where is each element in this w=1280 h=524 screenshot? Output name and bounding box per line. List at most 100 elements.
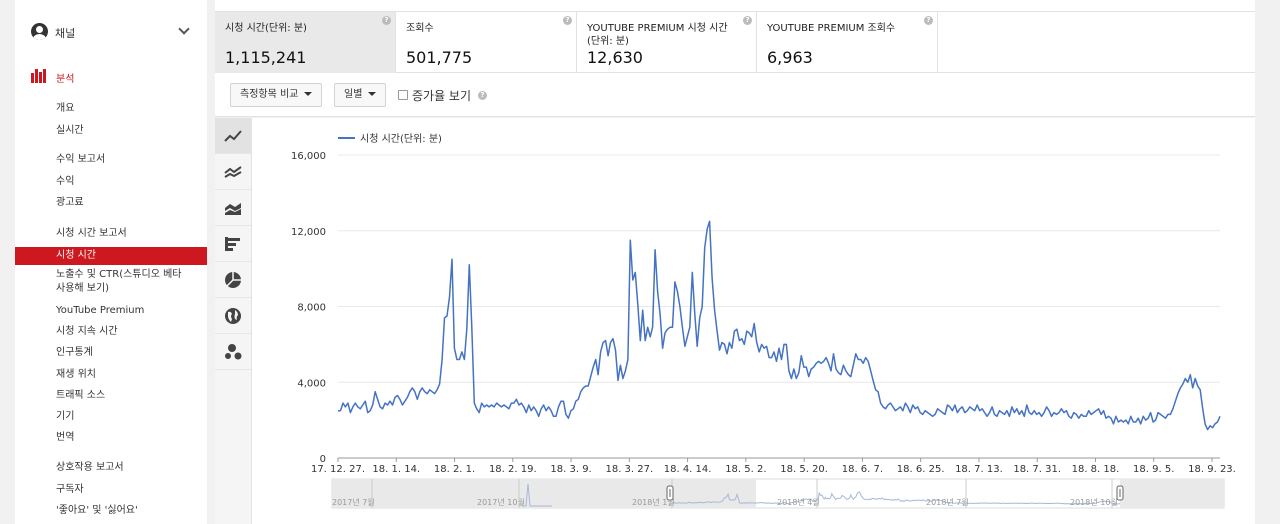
stacked-area-icon xyxy=(225,202,241,215)
sidebar-item[interactable]: 기기 xyxy=(56,411,75,422)
sidebar-item[interactable]: 광고료 xyxy=(56,197,84,208)
sidebar-item[interactable]: '좋아요' 및 '싫어요' xyxy=(56,505,138,516)
analytics-label: 분석 xyxy=(56,74,75,85)
x-tick-label: 18. 1. 14. xyxy=(372,464,420,475)
bubble-chart-button[interactable] xyxy=(215,334,251,370)
navigator-label: 2018년 10월 xyxy=(1070,497,1118,507)
sidebar-item[interactable]: 수익 xyxy=(56,176,75,187)
sidebar-item[interactable]: 시청 지속 시간 xyxy=(56,326,118,337)
x-tick-label: 18. 3. 9. xyxy=(550,464,591,475)
compare-metric-dropdown[interactable]: 측정항목 비교 xyxy=(230,83,323,107)
metric-premium-views[interactable]: YOUTUBE PREMIUM 조회수 6,963 ? xyxy=(757,12,938,73)
channel-menu[interactable]: 채널 xyxy=(15,20,207,44)
x-tick-label: 18. 5. 2. xyxy=(725,464,766,475)
navigator-mask-right xyxy=(1120,479,1224,508)
x-tick-label: 18. 8. 18. xyxy=(1072,464,1120,475)
metric-value: 6,963 xyxy=(767,48,813,67)
caret-down-icon xyxy=(368,92,377,96)
sidebar-item[interactable]: 상호작용 보고서 xyxy=(56,462,124,473)
chart-controls: 측정항목 비교 일별 증가율 보기 ? xyxy=(215,73,1255,117)
legend-label: 시청 시간(단위: 분) xyxy=(360,132,442,145)
navigator-history-line xyxy=(522,483,552,507)
x-tick-label: 18. 5. 20. xyxy=(780,464,828,475)
channel-label: 채널 xyxy=(55,27,76,40)
metric-tabs: 시청 시간(단위: 분) 1,115,241 ? 조회수 501,775 ? Y… xyxy=(215,12,1255,73)
metric-value: 1,115,241 xyxy=(225,48,307,67)
analytics-bars-icon xyxy=(31,69,47,83)
navigator-label: 2018년 1월 xyxy=(632,497,675,507)
globe-icon xyxy=(225,307,241,324)
sidebar-item[interactable]: 시청 시간 xyxy=(15,247,207,265)
metric-label: 조회수 xyxy=(406,23,434,34)
metric-label: YOUTUBE PREMIUM 시청 시간(단위: 분) xyxy=(587,23,728,47)
sidebar-item[interactable]: YouTube Premium xyxy=(56,305,145,316)
caret-down-icon xyxy=(304,92,313,96)
x-tick-label: 17. 12. 27. xyxy=(311,464,365,475)
metric-value: 501,775 xyxy=(406,48,473,67)
bar-chart-button[interactable] xyxy=(215,226,251,262)
metric-watch-time[interactable]: 시청 시간(단위: 분) 1,115,241 ? xyxy=(215,12,396,73)
stacked-area-button[interactable] xyxy=(215,190,251,226)
sidebar-item[interactable]: 개요 xyxy=(56,103,75,114)
navigator-series-line xyxy=(670,491,1121,505)
help-icon[interactable]: ? xyxy=(563,16,572,25)
navigator-label: 2017년 10월 xyxy=(477,497,525,507)
metric-premium-watch-time[interactable]: YOUTUBE PREMIUM 시청 시간(단위: 분) 12,630 ? xyxy=(577,12,757,73)
bubble-chart-icon xyxy=(225,343,242,359)
x-tick-label: 18. 4. 14. xyxy=(664,464,712,475)
chevron-down-icon[interactable] xyxy=(178,23,190,35)
x-tick-label: 18. 6. 7. xyxy=(842,464,883,475)
y-tick-label: 12,000 xyxy=(291,227,326,238)
sidebar-item[interactable]: 실시간 xyxy=(56,125,84,136)
sidebar-item[interactable]: 재생 위치 xyxy=(56,369,96,380)
pie-chart-button[interactable] xyxy=(215,262,251,298)
help-icon[interactable]: ? xyxy=(382,16,391,25)
top-strip xyxy=(215,0,1255,12)
sidebar-item[interactable]: 구독자 xyxy=(56,484,84,495)
compare-label: 측정항목 비교 xyxy=(240,89,299,100)
account-icon xyxy=(31,23,48,40)
multi-line-icon xyxy=(224,165,242,178)
x-tick-label: 18. 7. 31. xyxy=(1013,464,1061,475)
growth-checkbox[interactable] xyxy=(398,90,408,100)
y-tick-label: 0 xyxy=(320,454,326,465)
chart-type-toolbar xyxy=(215,118,252,524)
help-icon[interactable]: ? xyxy=(478,91,487,100)
sidebar-item[interactable]: 시청 시간 보고서 xyxy=(56,228,127,239)
line-chart-button[interactable] xyxy=(215,118,251,154)
x-tick-label: 18. 2. 19. xyxy=(489,464,537,475)
pie-chart-icon xyxy=(225,271,241,288)
chart-panel: 0 4,000 8,000 12,000 16,000 17. 12. 27. 18. 1.… xyxy=(215,118,1255,524)
sidebar-item[interactable]: 인구통계 xyxy=(56,347,93,358)
navigator-label: 2017년 7월 xyxy=(332,497,375,507)
analytics-menu[interactable]: 분석 xyxy=(15,66,207,86)
multi-line-button[interactable] xyxy=(215,154,251,190)
help-icon[interactable]: ? xyxy=(743,16,752,25)
y-tick-label: 4,000 xyxy=(297,378,326,389)
growth-label[interactable]: 증가율 보기 xyxy=(412,89,472,103)
y-tick-label: 8,000 xyxy=(297,303,326,314)
map-button[interactable] xyxy=(215,298,251,334)
help-icon[interactable]: ? xyxy=(924,16,933,25)
x-tick-label: 18. 6. 25. xyxy=(897,464,945,475)
x-tick-label: 18. 7. 13. xyxy=(955,464,1003,475)
metric-views[interactable]: 조회수 501,775 ? xyxy=(396,12,577,73)
metric-label: YOUTUBE PREMIUM 조회수 xyxy=(767,23,896,34)
sidebar-item[interactable]: 노출수 및 CTR(스튜디오 베타 사용해 보기) xyxy=(56,269,182,294)
sidebar-item[interactable]: 트래픽 소스 xyxy=(56,390,106,401)
period-label: 일별 xyxy=(344,89,363,100)
sidebar-item[interactable]: 수익 보고서 xyxy=(56,154,106,165)
period-dropdown[interactable]: 일별 xyxy=(334,83,387,107)
x-tick-label: 18. 9. 5. xyxy=(1133,464,1174,475)
line-chart[interactable]: 0 4,000 8,000 12,000 16,000 17. 12. 27. 18. 1.… xyxy=(252,118,1255,524)
x-tick-label: 18. 9. 23. xyxy=(1188,464,1236,475)
x-tick-label: 18. 3. 27. xyxy=(605,464,653,475)
x-tick-label: 18. 2. 1. xyxy=(434,464,475,475)
bar-chart-icon xyxy=(225,236,240,251)
navigator-mask-left xyxy=(332,479,756,508)
sidebar-item[interactable]: 번역 xyxy=(56,432,75,443)
navigator-label: 2018년 4월 xyxy=(777,497,820,507)
series-line xyxy=(338,220,1221,431)
